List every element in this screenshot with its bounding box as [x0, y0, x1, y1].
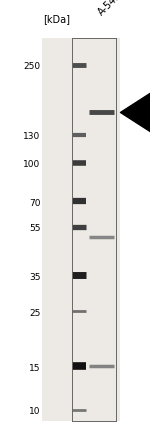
- Text: [kDa]: [kDa]: [43, 14, 70, 24]
- Text: A-549: A-549: [96, 0, 123, 18]
